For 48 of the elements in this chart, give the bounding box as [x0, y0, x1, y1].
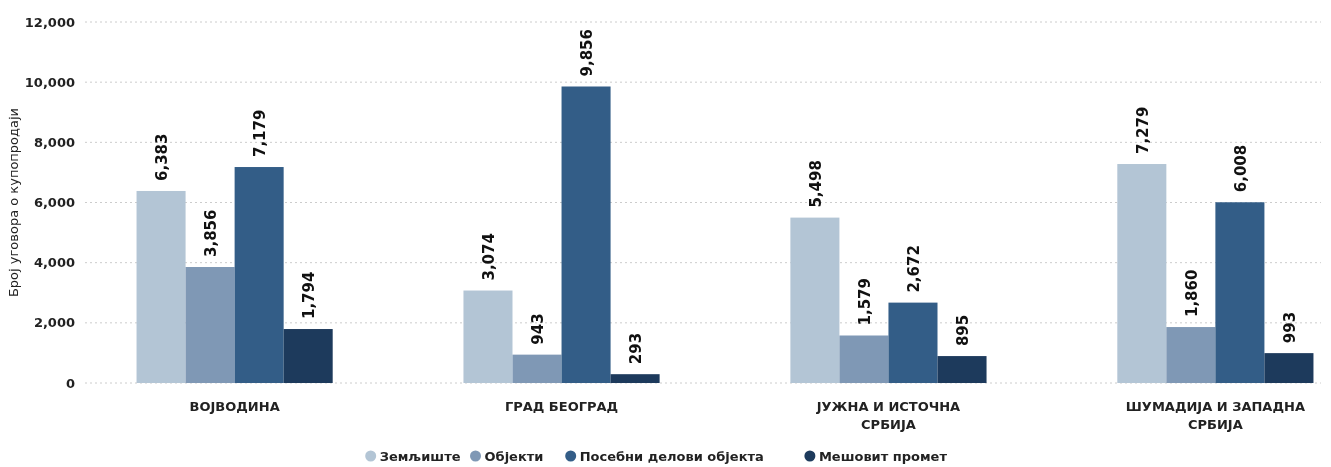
bar: [888, 302, 938, 383]
legend-label: Објекти: [484, 448, 544, 464]
y-tick-label: 6,000: [33, 195, 75, 211]
bar: [185, 267, 235, 383]
bar: [463, 290, 513, 383]
bar: [937, 356, 987, 383]
x-tick-label: ШУМАДИЈА И ЗАПАДНА СРБИЈА: [1125, 399, 1305, 432]
y-tick-label: 10,000: [24, 74, 75, 90]
data-label: 3,856: [202, 209, 221, 257]
legend-label: Мешовит промет: [818, 448, 948, 464]
bar: [561, 86, 611, 383]
x-tick-label: ВОЈВОДИНА: [189, 399, 280, 414]
data-label: 1,794: [300, 271, 319, 320]
bar: [1166, 327, 1216, 383]
data-label: 993: [1280, 311, 1299, 344]
data-label: 3,074: [479, 233, 498, 281]
x-tick-label: ГРАД БЕОГРАД: [504, 399, 619, 414]
data-label: 5,498: [806, 160, 825, 208]
bar: [512, 354, 562, 383]
y-tick-label: 0: [65, 375, 75, 391]
bar: [790, 217, 840, 383]
legend-label: Посебни делови објекта: [579, 448, 764, 464]
bar: [1117, 164, 1167, 383]
y-tick-label: 2,000: [33, 315, 75, 331]
data-label: 6,383: [153, 133, 172, 181]
data-label: 1,579: [855, 278, 874, 326]
data-label: 9,856: [578, 29, 597, 77]
data-label: 7,279: [1133, 106, 1152, 155]
data-label: 6,008: [1231, 144, 1250, 193]
x-tick-label: ЈУЖНА И ИСТОЧНА СРБИЈА: [815, 399, 961, 432]
y-axis-title: Број уговора о купопродаји: [6, 107, 21, 298]
data-label: 293: [627, 332, 646, 365]
bar: [1215, 202, 1265, 383]
legend-label: Земљиште: [379, 448, 461, 464]
y-tick-label: 4,000: [33, 255, 75, 271]
bar: [610, 374, 660, 383]
y-tick-label: 12,000: [24, 14, 75, 30]
y-tick-label: 8,000: [33, 134, 75, 150]
bar: [1264, 353, 1314, 383]
bar: [136, 190, 186, 383]
bar: [234, 167, 284, 383]
data-label: 895: [954, 314, 973, 347]
data-label: 2,672: [904, 245, 923, 293]
bar: [283, 329, 333, 383]
data-label: 943: [529, 313, 548, 345]
bar: [839, 335, 889, 383]
data-label: 1,860: [1182, 269, 1201, 318]
data-label: 7,179: [251, 109, 270, 158]
